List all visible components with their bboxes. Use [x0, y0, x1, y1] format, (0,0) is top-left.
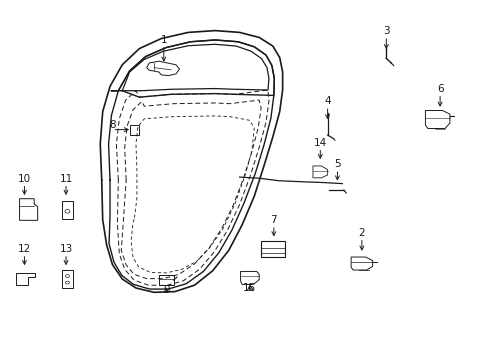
Text: 2: 2 — [358, 228, 365, 238]
Text: 5: 5 — [333, 159, 340, 169]
Text: 11: 11 — [59, 174, 73, 184]
Bar — [61, 270, 73, 288]
Polygon shape — [350, 257, 372, 270]
Text: 14: 14 — [313, 138, 326, 148]
Polygon shape — [16, 273, 35, 285]
Text: 4: 4 — [324, 96, 330, 106]
Text: 8: 8 — [109, 120, 116, 130]
Bar — [61, 201, 73, 219]
Bar — [260, 241, 285, 257]
Text: 15: 15 — [242, 283, 256, 293]
Text: 13: 13 — [59, 244, 73, 254]
Polygon shape — [425, 111, 449, 129]
Text: 3: 3 — [382, 26, 389, 36]
Text: 6: 6 — [436, 84, 443, 94]
Bar — [129, 125, 139, 135]
Polygon shape — [20, 199, 38, 220]
Bar — [159, 275, 173, 285]
Polygon shape — [146, 61, 179, 76]
Polygon shape — [312, 166, 327, 178]
Text: 9: 9 — [163, 285, 169, 295]
Polygon shape — [240, 271, 259, 284]
Text: 10: 10 — [18, 174, 31, 184]
Text: 12: 12 — [18, 244, 31, 254]
Text: 7: 7 — [270, 215, 277, 225]
Text: 1: 1 — [160, 35, 167, 45]
